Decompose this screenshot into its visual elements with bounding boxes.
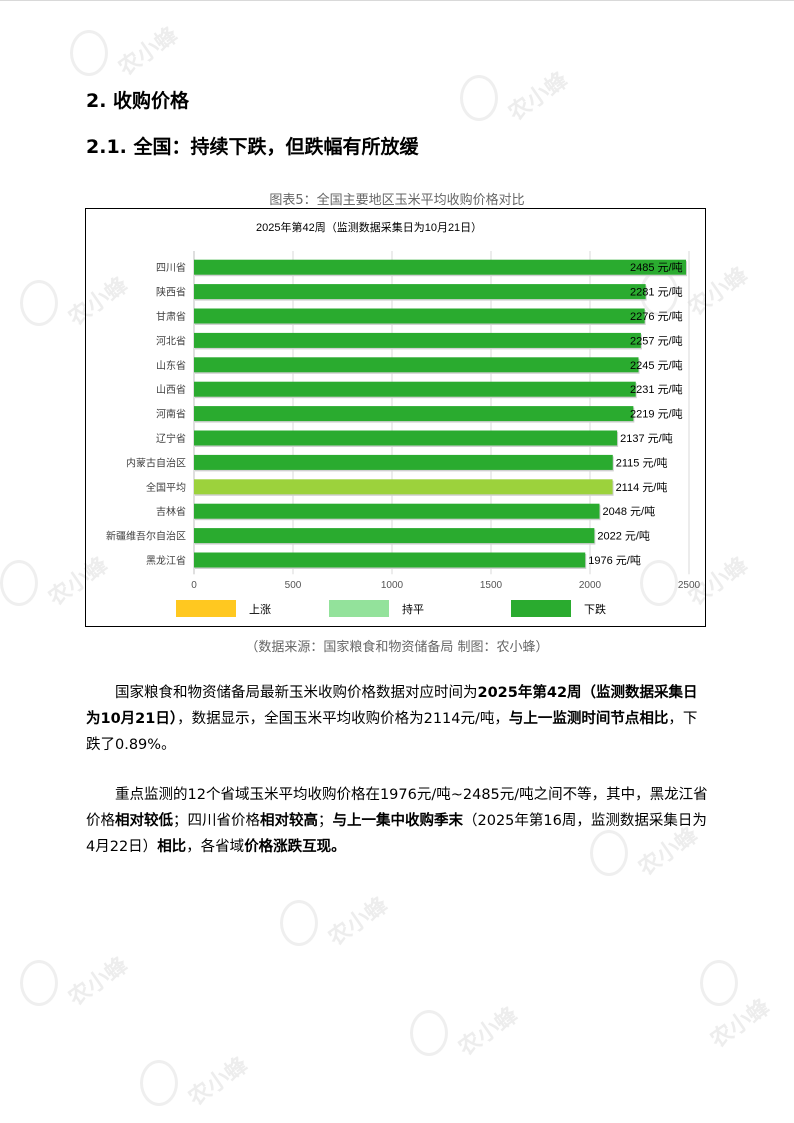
category-label: 四川省 (156, 261, 186, 274)
figure-caption: 图表5：全国主要地区玉米平均收购价格对比 (269, 193, 525, 208)
page-top-rule (0, 0, 794, 1)
bar (194, 479, 613, 495)
legend-swatch (329, 600, 389, 617)
bee-logo-icon (460, 75, 498, 121)
watermark: 农小蜂 (700, 960, 794, 1053)
text-run: ，数据显示，全国玉米平均收购价格为2114元/吨， (177, 711, 509, 727)
figure-source: （数据来源：国家粮食和物资储备局 制图：农小蜂） (245, 640, 549, 655)
bee-logo-icon (410, 1010, 448, 1056)
watermark: 农小蜂 (460, 68, 573, 126)
bar (194, 259, 687, 275)
bee-logo-icon (700, 960, 738, 1006)
value-label: 2137 元/吨 (620, 432, 673, 445)
bee-logo-icon (0, 560, 38, 606)
bar (194, 284, 646, 300)
text-run: 相比 (157, 839, 187, 855)
value-label: 2219 元/吨 (630, 408, 683, 421)
text-run: 相对较低 (115, 813, 173, 829)
value-label: 1976 元/吨 (588, 554, 641, 567)
category-label: 陕西省 (156, 286, 186, 299)
bar (194, 381, 636, 397)
value-label: 2485 元/吨 (630, 261, 683, 274)
category-label: 河南省 (156, 408, 186, 421)
watermark: 农小蜂 (70, 23, 183, 81)
bar (194, 430, 618, 446)
category-label: 山西省 (156, 383, 186, 396)
text-run: 国家粮食和物资储备局最新玉米收购价格数据对应时间为 (115, 685, 478, 701)
text-run: ，各省域 (186, 839, 245, 855)
chart-bars (194, 259, 688, 569)
legend-swatch (176, 600, 236, 617)
value-label: 2115 元/吨 (616, 456, 668, 469)
chart-title: 2025年第42周（监测数据采集日为10月21日） (256, 220, 482, 234)
value-label: 2231 元/吨 (630, 383, 683, 396)
legend-label: 下跌 (584, 602, 606, 616)
category-label: 辽宁省 (156, 432, 186, 445)
x-tick-label: 1500 (480, 580, 503, 591)
text-run: （2025年第16周，监测数据采集日为4月22日） (86, 813, 707, 855)
category-label: 黑龙江省 (146, 554, 186, 567)
price-bar-chart: 2025年第42周（监测数据采集日为10月21日） 0 500 1000 1500 20… (85, 208, 706, 627)
category-label: 吉林省 (156, 505, 186, 518)
value-label: 2245 元/吨 (630, 359, 683, 372)
x-tick-label: 2500 (678, 580, 701, 591)
bee-logo-icon (280, 900, 318, 946)
text-run: ； (318, 813, 333, 829)
bar (194, 357, 639, 373)
text-run: ；四川省价格 (173, 813, 260, 829)
category-label: 河北省 (156, 334, 186, 347)
subsection-heading: 2.1. 全国：持续下跌，但跌幅有所放缓 (86, 136, 419, 158)
bee-logo-icon (140, 1060, 178, 1106)
text-run: ，下跌了0.89%。 (86, 711, 698, 753)
bar (194, 332, 641, 348)
paragraph-detail: 重点监测的12个省域玉米平均收购价格在1976元/吨~2485元/吨之间不等，其… (86, 782, 710, 860)
bar (194, 528, 595, 544)
value-label: 2022 元/吨 (597, 530, 650, 543)
chart-canvas: 2025年第42周（监测数据采集日为10月21日） 0 500 1000 1500 20… (106, 220, 701, 617)
bar (194, 454, 613, 470)
category-label: 内蒙古自治区 (126, 456, 186, 469)
watermark: 农小蜂 (410, 1003, 523, 1061)
text-run: 2025年第42周（监测数据采集日为10月21日） (86, 685, 698, 727)
bar (194, 406, 634, 422)
category-label: 全国平均 (146, 481, 186, 494)
text-run: 价格涨跌互现。 (244, 839, 346, 855)
text-run: 与上一集中收购季末 (332, 813, 464, 829)
bee-logo-icon (70, 30, 108, 76)
paragraph-summary: 国家粮食和物资储备局最新玉米收购价格数据对应时间为2025年第42周（监测数据采… (86, 680, 710, 758)
section-heading: 2. 收购价格 (86, 90, 190, 112)
legend-label: 上涨 (249, 603, 271, 616)
x-tick-label: 2000 (579, 580, 602, 591)
legend-swatch (511, 600, 571, 617)
text-run: 与上一监测时间节点相比 (508, 711, 669, 727)
value-label: 2257 元/吨 (630, 334, 683, 347)
category-label: 新疆维吾尔自治区 (106, 530, 186, 543)
value-label: 2048 元/吨 (603, 505, 656, 518)
bar (194, 552, 586, 568)
watermark: 农小蜂 (280, 893, 393, 951)
legend-label: 持平 (402, 602, 424, 616)
category-label: 甘肃省 (156, 310, 186, 323)
x-tick-label: 1000 (381, 580, 404, 591)
watermark: 农小蜂 (140, 1053, 253, 1111)
value-label: 2276 元/吨 (630, 310, 683, 323)
category-label: 山东省 (156, 359, 186, 372)
watermark: 农小蜂 (20, 953, 133, 1011)
bar (194, 308, 645, 324)
bee-logo-icon (20, 960, 58, 1006)
text-run: 相对较高 (260, 813, 318, 829)
x-tick-label: 0 (191, 580, 197, 591)
value-label: 2114 元/吨 (616, 481, 668, 494)
text-run: 重点监测的12个省域玉米平均收购价格在1976元/吨~2485元/吨之间不等，其… (86, 787, 708, 829)
bar (194, 503, 600, 519)
x-tick-label: 500 (285, 580, 302, 591)
chart-legend: 上涨 持平 下跌 (176, 600, 606, 617)
value-label: 2281 元/吨 (630, 286, 683, 299)
bee-logo-icon (20, 280, 58, 326)
